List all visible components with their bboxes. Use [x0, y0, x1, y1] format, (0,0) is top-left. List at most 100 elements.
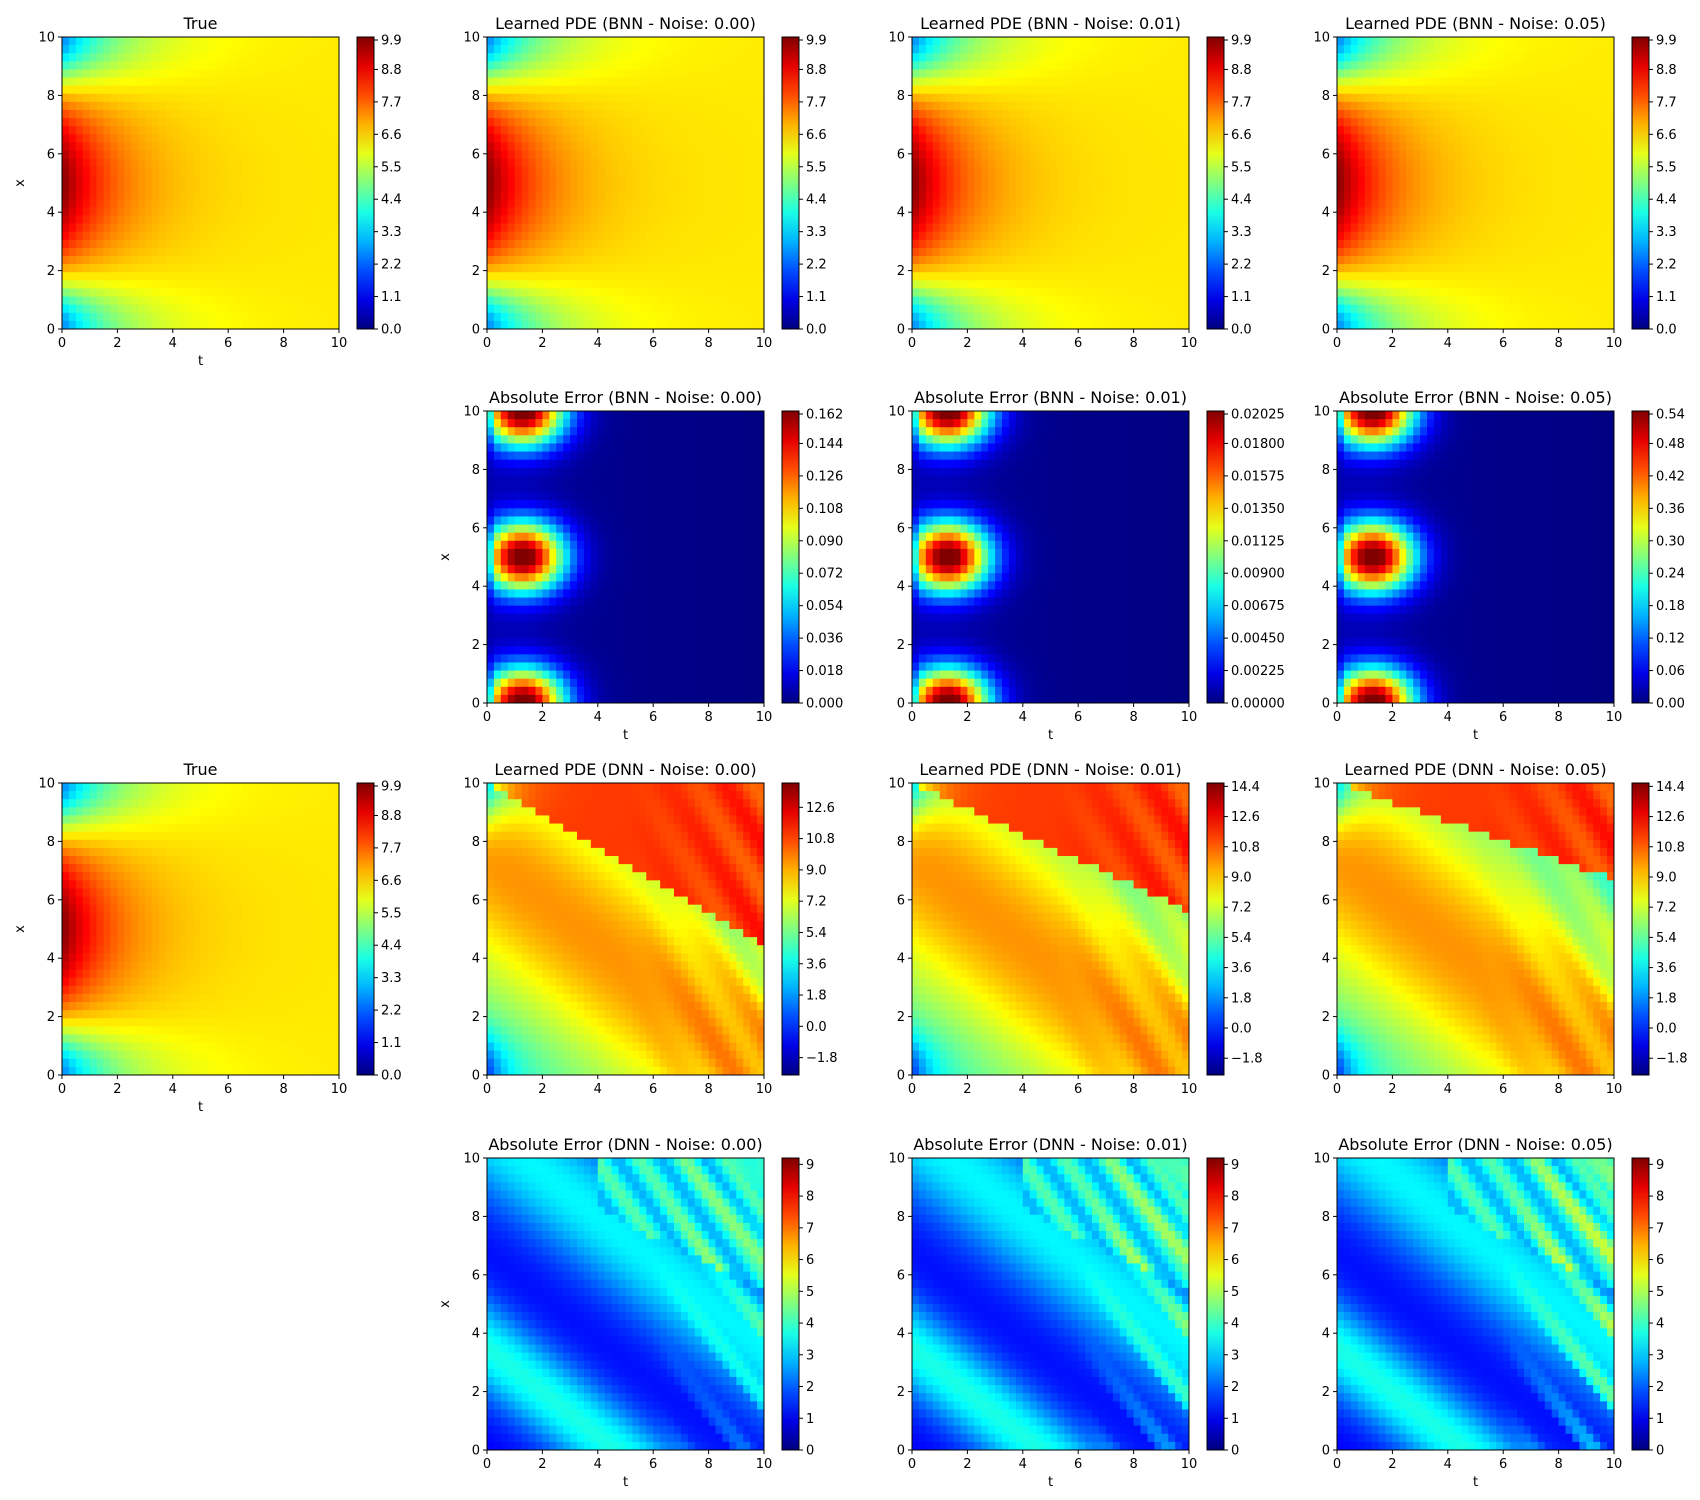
heatmap-cell: [1085, 37, 1093, 46]
heatmap-cell: [152, 61, 160, 71]
heatmap-cell: [96, 191, 105, 200]
heatmap-cell: [103, 247, 112, 257]
heatmap-cell: [673, 126, 682, 135]
heatmap-cell: [750, 223, 758, 233]
heatmap-cell: [172, 272, 181, 281]
heatmap-cell: [715, 85, 724, 95]
heatmap-cell: [1057, 174, 1065, 184]
heatmap-cell: [1350, 150, 1359, 160]
heatmap-cell: [1105, 296, 1114, 306]
heatmap-cell: [1420, 272, 1428, 281]
heatmap-cell: [646, 85, 654, 95]
heatmap-cell: [514, 296, 523, 306]
heatmap-cell: [967, 320, 975, 329]
heatmap-cell: [207, 215, 215, 225]
heatmap-cell: [214, 174, 222, 184]
heatmap-cell: [276, 53, 285, 62]
heatmap-cell: [750, 85, 758, 95]
heatmap-cell: [493, 304, 502, 314]
heatmap-cell: [757, 247, 764, 257]
heatmap-cell: [1029, 150, 1038, 160]
colorbar-tick-label: 7.7: [806, 95, 827, 110]
heatmap-cell: [110, 142, 118, 152]
heatmap-cell: [1057, 101, 1065, 111]
heatmap-cell: [708, 61, 717, 71]
heatmap-cell: [117, 183, 125, 192]
heatmap-cell: [967, 223, 975, 233]
heatmap-cell: [228, 272, 236, 281]
heatmap-cell: [96, 37, 105, 46]
heatmap-cell: [1357, 126, 1366, 135]
heatmap-cell: [1413, 53, 1421, 62]
heatmap-cell: [757, 191, 764, 200]
heatmap-cell: [1378, 93, 1387, 103]
heatmap-cell: [646, 118, 654, 127]
heatmap-cell: [687, 231, 696, 241]
heatmap-cell: [1399, 264, 1407, 273]
colorbar-tick-label: 5.5: [1231, 160, 1252, 175]
heatmap-cell: [918, 53, 927, 62]
heatmap-cell: [995, 166, 1003, 176]
heatmap-cell: [1036, 53, 1045, 62]
heatmap-cell: [311, 110, 319, 119]
heatmap-cell: [1168, 69, 1176, 79]
heatmap-cell: [542, 272, 550, 281]
heatmap-cell: [556, 296, 564, 306]
heatmap-cell: [660, 142, 668, 152]
heatmap-cell: [269, 183, 278, 192]
heatmap-cell: [290, 312, 299, 322]
heatmap-cell: [583, 231, 592, 241]
heatmap-cell: [1406, 247, 1414, 257]
heatmap-cell: [1126, 142, 1135, 152]
heatmap-cell: [138, 134, 146, 144]
heatmap-cell: [918, 126, 927, 135]
heatmap-cell: [1147, 45, 1155, 54]
heatmap-cell: [687, 191, 696, 200]
heatmap-cell: [1043, 264, 1052, 273]
heatmap-cell: [563, 101, 571, 111]
heatmap-cell: [117, 174, 125, 184]
heatmap-cell: [158, 320, 167, 329]
heatmap-cell: [542, 247, 550, 257]
heatmap-cell: [276, 199, 285, 208]
heatmap-cell: [1119, 320, 1128, 329]
heatmap-cell: [193, 61, 202, 71]
heatmap-cell: [228, 247, 236, 257]
heatmap-cell: [1168, 215, 1176, 225]
heatmap-cell: [1392, 150, 1400, 160]
heatmap-cell: [228, 61, 236, 71]
heatmap-cell: [68, 207, 77, 217]
heatmap-cell: [110, 85, 118, 95]
heatmap-cell: [1399, 183, 1407, 192]
heatmap-cell: [1133, 142, 1142, 152]
heatmap-cell: [1413, 191, 1421, 200]
heatmap-cell: [583, 45, 592, 54]
heatmap-cell: [611, 223, 620, 233]
heatmap-cell: [1064, 93, 1072, 103]
heatmap-cell: [974, 142, 982, 152]
heatmap-cell: [68, 264, 77, 273]
heatmap-cell: [1413, 247, 1421, 257]
heatmap-cell: [1385, 110, 1393, 119]
heatmap-cell: [1092, 288, 1100, 298]
heatmap-cell: [214, 77, 222, 87]
heatmap-cell: [283, 142, 292, 152]
heatmap-cell: [214, 191, 222, 200]
heatmap-cell: [493, 223, 502, 233]
heatmap-cell: [214, 85, 222, 95]
heatmap-cell: [262, 77, 271, 87]
heatmap-cell: [1085, 223, 1093, 233]
heatmap-cell: [646, 183, 654, 192]
heatmap-cell: [660, 61, 668, 71]
heatmap-cell: [556, 280, 564, 290]
heatmap-cell: [680, 215, 689, 225]
heatmap-cell: [953, 118, 962, 127]
heatmap-cell: [207, 256, 215, 265]
heatmap-cell: [583, 264, 592, 273]
heatmap-cell: [1371, 264, 1380, 273]
heatmap-cell: [179, 118, 188, 127]
y-tick-label: 10: [888, 31, 905, 46]
heatmap-cell: [262, 45, 271, 54]
heatmap-cell: [1015, 199, 1024, 208]
